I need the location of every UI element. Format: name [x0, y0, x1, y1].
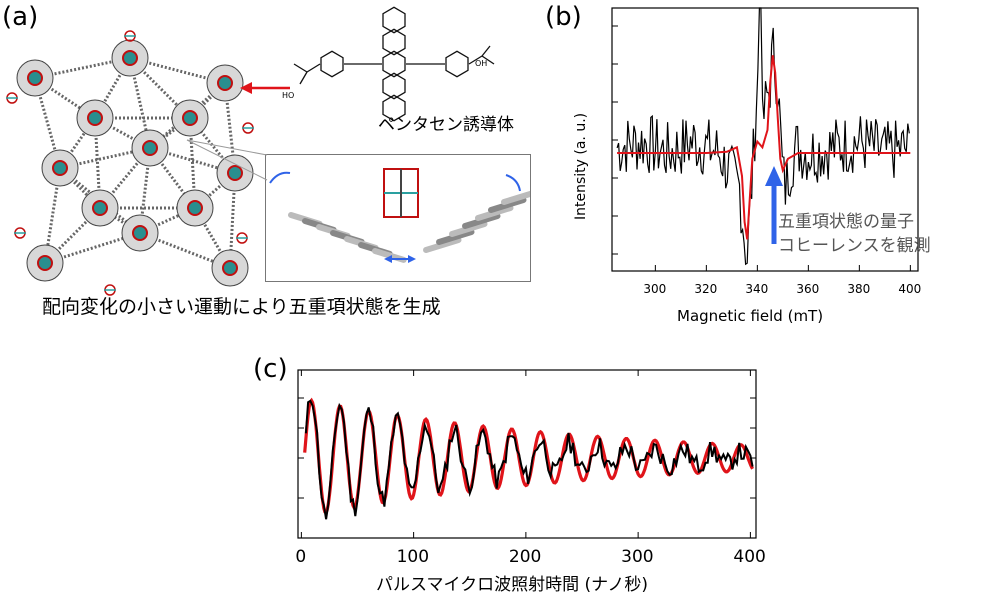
x-tick-label: 300 [621, 547, 653, 567]
annotation-line-1: 五重項状態の量子 [778, 212, 914, 232]
acid-label-right: OH [475, 59, 487, 68]
inset-box [265, 154, 540, 282]
x-tick-label: 320 [694, 282, 717, 296]
rabi-data-series [304, 399, 754, 520]
x-tick-label: 300 [643, 282, 666, 296]
inset-connector-lines [186, 139, 268, 181]
acid-label-left: HO [282, 91, 294, 100]
x-tick-label: 340 [745, 282, 768, 296]
x-tick-label: 0 [295, 547, 306, 567]
rabi-oscillation-chart: 0 100 200 300 400 パルスマイクロ波照射時間 (ナノ秒) [295, 369, 766, 595]
panel-a-label: (a) [2, 2, 39, 32]
annotation-line-2: コヒーレンスを観測 [778, 236, 931, 256]
pointer-arrow [240, 82, 290, 94]
panel-c-label: (c) [253, 354, 288, 384]
x-axis-label: パルスマイクロ波照射時間 (ナノ秒) [376, 575, 648, 595]
x-tick-label: 200 [509, 547, 541, 567]
blue-arrow-head [765, 166, 783, 186]
x-tick-label: 100 [397, 547, 429, 567]
x-tick-label: 400 [898, 282, 921, 296]
esr-data-series [616, 7, 910, 266]
panel-b-label: (b) [545, 2, 582, 32]
esr-fit-series [617, 55, 911, 240]
panel-a-caption: 配向変化の小さい運動により五重項状態を生成 [42, 296, 441, 318]
y-axis-label: Intensity (a. u.) [573, 113, 589, 220]
x-tick-label: 400 [733, 547, 765, 567]
pentacene-molecule-diagram: HO OH [282, 6, 495, 122]
x-tick-label: 380 [847, 282, 870, 296]
annotation: 五重項状態の量子 コヒーレンスを観測 [778, 210, 931, 258]
molecular-motion-diagram [269, 168, 540, 263]
molecule-name: ペンタセン誘導体 [378, 115, 514, 135]
mof-crystal-image [6, 30, 254, 296]
plot-frame [297, 369, 757, 539]
esr-spectrum-chart: 300 320 340 360 380 400 Intensity (a. u.) Mag… [573, 7, 921, 325]
x-tick-label: 360 [796, 282, 819, 296]
x-axis-label: Magnetic field (mT) [677, 307, 823, 325]
